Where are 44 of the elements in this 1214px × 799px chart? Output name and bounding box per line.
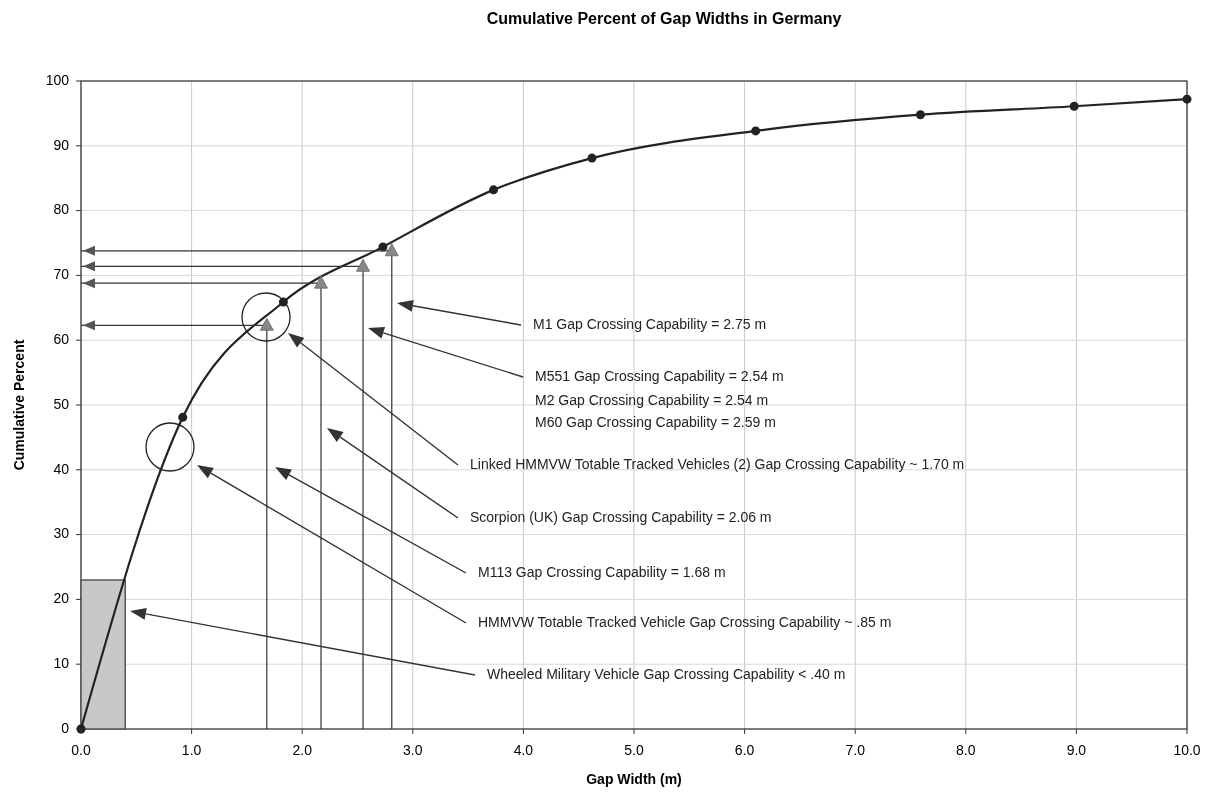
annotation: M551 Gap Crossing Capability = 2.54 m xyxy=(535,367,784,384)
annotation: M60 Gap Crossing Capability = 2.59 m xyxy=(535,413,776,430)
annotation: Scorpion (UK) Gap Crossing Capability = 2.06 m xyxy=(470,508,772,525)
point xyxy=(751,126,761,136)
y-axis-title: Cumulative Percent xyxy=(10,339,27,471)
y-tick-label: 0 xyxy=(61,719,70,736)
annotation: M2 Gap Crossing Capability = 2.54 m xyxy=(535,391,769,408)
x-tick-label: 4.0 xyxy=(513,742,534,758)
annotation: Linked HMMVW Totable Tracked Vehicles (2) Gap Crossing Capability ~ 1.70 m xyxy=(470,455,965,472)
y-tick-label: 40 xyxy=(53,460,70,477)
point xyxy=(1069,101,1079,111)
point xyxy=(915,110,925,120)
x-tick-label: 8.0 xyxy=(956,742,976,758)
annotation: M1 Gap Crossing Capability = 2.75 m xyxy=(533,315,767,332)
y-tick-label: 30 xyxy=(53,525,70,542)
point xyxy=(356,258,370,272)
x-tick-label: 0.0 xyxy=(71,742,91,758)
x-tick-label: 3.0 xyxy=(403,742,423,758)
chart-title: Cumulative Percent of Gap Widths in Germany xyxy=(486,10,842,28)
point xyxy=(489,185,499,195)
y-tick-label: 70 xyxy=(53,266,70,283)
point xyxy=(314,275,328,289)
point xyxy=(384,243,399,257)
x-tick-label: 5.0 xyxy=(624,742,644,758)
point xyxy=(1182,94,1192,104)
y-tick-label: 60 xyxy=(53,330,70,347)
annotation: Wheeled Military Vehicle Gap Crossing Capability < .40 m xyxy=(487,665,846,682)
x-tick-label: 2.0 xyxy=(292,742,313,758)
annotation: HMMVW Totable Tracked Vehicle Gap Crossing Capability ~ .85 m xyxy=(478,613,892,630)
x-tick-label: 6.0 xyxy=(734,742,755,758)
y-tick-label: 20 xyxy=(53,590,70,607)
annotation: M113 Gap Crossing Capability = 1.68 m xyxy=(478,563,726,580)
x-tick-label: 1.0 xyxy=(181,742,202,758)
x-axis-title: Gap Width (m) xyxy=(586,771,682,787)
x-tick-label: 9.0 xyxy=(1066,742,1087,758)
x-tick-label: 10.0 xyxy=(1173,742,1201,758)
y-tick-label: 10 xyxy=(53,654,70,671)
point xyxy=(587,153,597,163)
y-tick-label: 90 xyxy=(53,136,70,153)
point xyxy=(178,412,188,422)
y-tick-label: 100 xyxy=(45,71,70,88)
y-tick-label: 50 xyxy=(53,395,70,412)
y-tick-label: 80 xyxy=(53,201,70,218)
x-tick-label: 7.0 xyxy=(845,742,866,758)
